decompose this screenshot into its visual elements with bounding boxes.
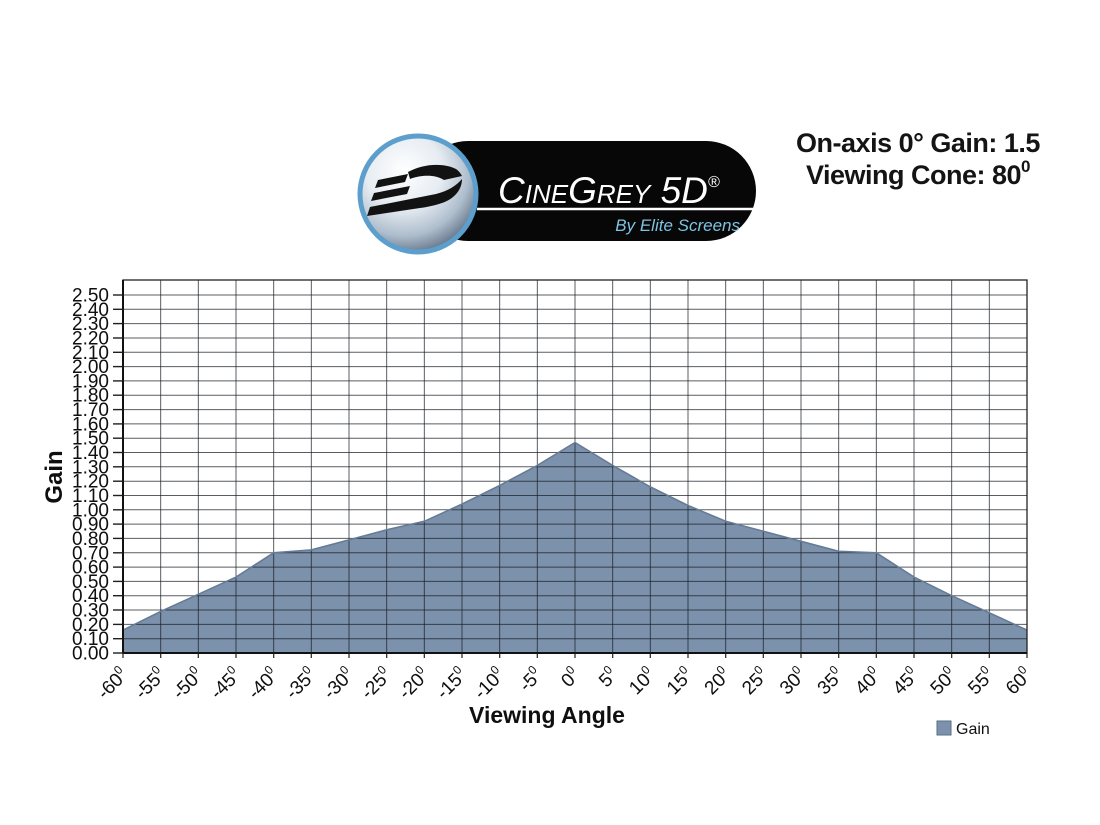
x-tick-label: -350 xyxy=(280,662,321,703)
y-tick-label: 1.10 xyxy=(72,486,109,507)
y-tick-label: 2.20 xyxy=(72,329,109,350)
y-tick-label: 1.30 xyxy=(72,457,109,478)
y-tick-label: 2.00 xyxy=(72,357,109,378)
spec-text-block: On-axis 0° Gain: 1.5 Viewing Cone: 800 xyxy=(768,127,1068,191)
x-tick-label: 100 xyxy=(623,662,660,699)
x-tick-label: 350 xyxy=(812,662,849,699)
y-tick-label: 1.70 xyxy=(72,400,109,421)
elite-screens-emblem-icon xyxy=(357,133,479,255)
x-tick-label: 150 xyxy=(661,662,698,699)
x-tick-label: 300 xyxy=(774,662,811,699)
y-tick-label: 2.30 xyxy=(72,314,109,335)
brand-logo-graphic: CINEGREY 5D® By Elite Screens xyxy=(357,133,756,255)
y-tick-label: 1.50 xyxy=(72,429,109,450)
x-tick-label: 400 xyxy=(849,662,886,699)
gain-area-edge xyxy=(122,441,1028,631)
y-tick-label: 0.40 xyxy=(72,586,109,607)
y-tick-label: 1.00 xyxy=(72,500,109,521)
legend-swatch xyxy=(936,720,952,736)
x-tick-label: 500 xyxy=(925,662,962,699)
x-tick-label: -300 xyxy=(317,662,358,703)
x-tick-label: 550 xyxy=(962,662,999,699)
y-axis-title: Gain xyxy=(41,450,68,503)
y-tick-label: 0.60 xyxy=(72,558,109,579)
x-axis-ticks: -600 -550 -500 -450 -400 -350 -300 -250 -200 -150… xyxy=(91,653,1037,704)
viewing-cone-superscript: 0 xyxy=(1021,157,1031,176)
y-tick-label: 0.10 xyxy=(72,629,109,650)
x-tick-label: -500 xyxy=(167,662,208,703)
legend-label: Gain xyxy=(956,721,990,738)
x-axis-title: Viewing Angle xyxy=(469,702,625,728)
y-tick-label: 1.60 xyxy=(72,414,109,435)
x-tick-label: 50 xyxy=(593,662,622,691)
y-tick-label: 1.20 xyxy=(72,472,109,493)
y-tick-label: 1.40 xyxy=(72,443,109,464)
y-axis-ticks: 0.000.100.200.300.400.500.600.700.800.90… xyxy=(72,286,123,665)
x-tick-label: -50 xyxy=(513,662,547,696)
y-tick-label: 1.90 xyxy=(72,371,109,392)
y-tick-label: 0.80 xyxy=(72,529,109,550)
logo-tagline: By Elite Screens xyxy=(615,216,740,235)
gain-line xyxy=(122,441,1028,631)
y-tick-label: 2.10 xyxy=(72,343,109,364)
viewing-cone-text: Viewing Cone: 800 xyxy=(805,157,1031,190)
gridlines xyxy=(122,280,1028,653)
x-tick-label: -600 xyxy=(91,662,132,703)
x-tick-label: 450 xyxy=(887,662,924,699)
y-tick-label: 0.90 xyxy=(72,515,109,536)
x-tick-label: -550 xyxy=(129,662,170,703)
brand-logo: CINEGREY 5D® By Elite Screens xyxy=(348,122,772,262)
x-tick-label: -100 xyxy=(468,662,509,703)
y-tick-label: 0.70 xyxy=(72,543,109,564)
x-tick-label: -450 xyxy=(204,662,245,703)
product-name: CINEGREY 5D® xyxy=(498,170,720,211)
x-tick-label: -200 xyxy=(393,662,434,703)
x-tick-label: 600 xyxy=(1000,662,1037,699)
y-tick-label: 1.80 xyxy=(72,386,109,407)
y-tick-label: 0.20 xyxy=(72,615,109,636)
y-tick-label: 2.50 xyxy=(72,286,109,307)
legend: Gain xyxy=(936,720,990,738)
x-tick-label: -150 xyxy=(430,662,471,703)
x-tick-label: 00 xyxy=(555,662,584,691)
y-tick-label: 0.50 xyxy=(72,572,109,593)
y-tick-label: 2.40 xyxy=(72,300,109,321)
x-tick-label: -250 xyxy=(355,662,396,703)
x-tick-label: -400 xyxy=(242,662,283,703)
on-axis-gain-text: On-axis 0° Gain: 1.5 xyxy=(796,128,1040,158)
y-tick-label: 0.00 xyxy=(72,644,109,665)
x-tick-label: 200 xyxy=(699,662,736,699)
x-tick-label: 250 xyxy=(736,662,773,699)
y-tick-label: 0.30 xyxy=(72,601,109,622)
logo-pill xyxy=(418,141,756,241)
